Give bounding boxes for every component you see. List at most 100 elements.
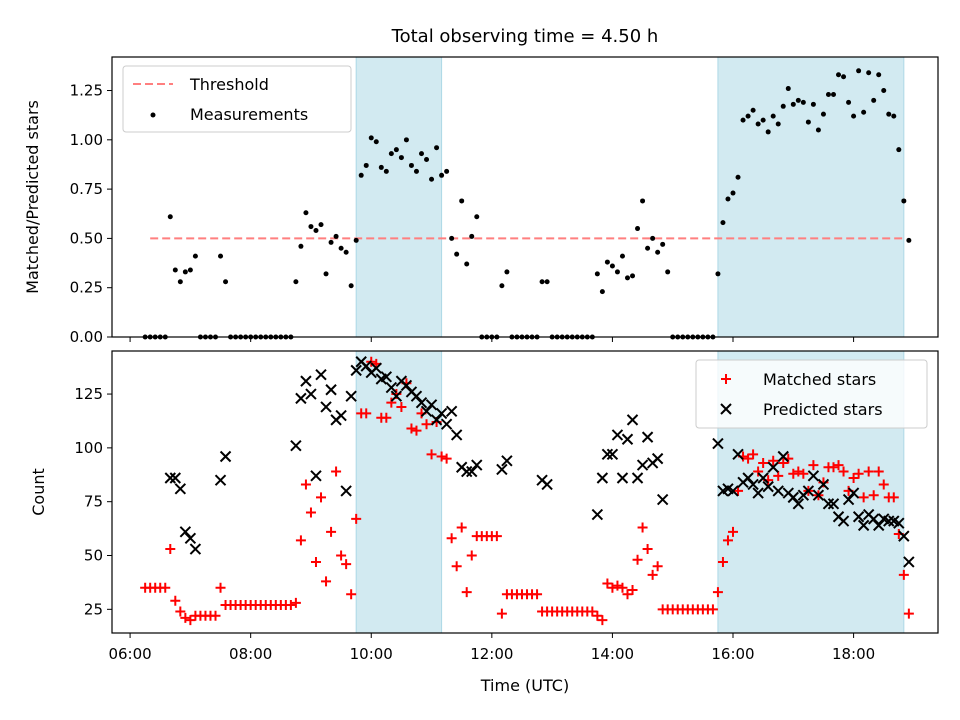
x-tick-label: 08:00 bbox=[229, 645, 272, 663]
matched-point bbox=[798, 468, 809, 479]
matched-point bbox=[808, 460, 819, 471]
predicted-point bbox=[852, 511, 865, 523]
legend-threshold-label: Threshold bbox=[189, 75, 269, 94]
predicted-point bbox=[466, 465, 478, 478]
predicted-point bbox=[601, 448, 614, 461]
matched-point bbox=[331, 466, 342, 477]
measurement-point bbox=[856, 68, 862, 74]
matched-point bbox=[421, 419, 432, 430]
predicted-point bbox=[410, 390, 423, 402]
measurement-point bbox=[408, 162, 414, 168]
predicted-point bbox=[501, 455, 513, 467]
matched-point bbox=[496, 608, 507, 619]
bottom-xlabel: Time (UTC) bbox=[480, 676, 569, 695]
predicted-point bbox=[189, 543, 202, 555]
measurement-point bbox=[398, 155, 404, 161]
measurement-point bbox=[770, 113, 776, 119]
predicted-point bbox=[827, 498, 840, 510]
predicted-point bbox=[169, 472, 182, 484]
measurement-point bbox=[640, 198, 646, 204]
matched-point bbox=[753, 466, 764, 477]
legend-matched-label: Matched stars bbox=[763, 370, 876, 389]
measurement-point bbox=[223, 279, 229, 285]
measurement-point bbox=[308, 224, 314, 230]
measurement-point bbox=[720, 220, 726, 226]
measurement-point bbox=[439, 172, 445, 178]
matched-point bbox=[295, 535, 306, 546]
matched-point bbox=[758, 457, 769, 468]
measurement-point bbox=[891, 113, 897, 119]
matched-point bbox=[788, 468, 799, 479]
measurement-point bbox=[735, 174, 741, 180]
bottom-ylabel: Count bbox=[29, 468, 48, 516]
measurement-point bbox=[323, 271, 329, 277]
measurement-point bbox=[725, 196, 731, 202]
measurement-point bbox=[901, 198, 907, 204]
matched-point bbox=[768, 455, 779, 466]
matched-point bbox=[833, 460, 844, 471]
predicted-point bbox=[893, 517, 905, 529]
predicted-point bbox=[591, 508, 604, 521]
predicted-point bbox=[656, 493, 669, 506]
predicted-point bbox=[777, 450, 789, 463]
legend-matched-swatch bbox=[721, 374, 731, 384]
measurement-point bbox=[815, 127, 821, 133]
x-tick-label: 14:00 bbox=[591, 645, 634, 663]
matched-point bbox=[853, 468, 864, 479]
bottom-legend-box bbox=[695, 359, 928, 429]
measurement-point bbox=[906, 237, 912, 243]
matched-point bbox=[300, 479, 311, 490]
measurement-point bbox=[599, 289, 605, 295]
predicted-point bbox=[732, 448, 744, 461]
matched-point bbox=[888, 492, 899, 503]
predicted-point bbox=[616, 472, 629, 484]
measurement-point bbox=[167, 214, 173, 220]
matched-point bbox=[466, 550, 477, 561]
shaded-interval bbox=[717, 56, 905, 338]
predicted-point bbox=[641, 431, 654, 443]
matched-point bbox=[396, 401, 407, 412]
predicted-point bbox=[184, 532, 197, 544]
measurement-point bbox=[383, 168, 389, 174]
measurement-point bbox=[343, 249, 349, 255]
matched-point bbox=[898, 569, 909, 580]
matched-point bbox=[612, 580, 623, 591]
matched-point bbox=[175, 606, 186, 617]
y-tick-label: 1.25 bbox=[70, 82, 103, 100]
measurement-point bbox=[630, 273, 636, 279]
measurement-point bbox=[800, 99, 806, 105]
measurement-point bbox=[373, 139, 379, 145]
predicted-point bbox=[174, 483, 187, 495]
measurement-point bbox=[363, 162, 369, 168]
predicted-point bbox=[873, 519, 885, 532]
matched-point bbox=[858, 492, 869, 503]
predicted-point bbox=[847, 487, 860, 499]
predicted-point bbox=[757, 472, 769, 484]
measurement-point bbox=[444, 168, 450, 174]
top-legend: Threshold Measurements bbox=[122, 65, 352, 133]
matched-point bbox=[456, 522, 467, 533]
measurement-point bbox=[353, 237, 359, 243]
measurement-point bbox=[469, 233, 475, 239]
legend-matched-marker bbox=[721, 374, 731, 384]
measurement-point bbox=[434, 145, 440, 151]
measurement-point bbox=[403, 137, 409, 143]
matched-point bbox=[617, 582, 628, 593]
legend-measurements-label: Measurements bbox=[190, 105, 308, 124]
matched-points bbox=[140, 356, 914, 626]
predicted-point bbox=[631, 472, 644, 484]
matched-point bbox=[441, 453, 452, 464]
y-tick-label: 25 bbox=[84, 600, 103, 618]
y-tick-label: 50 bbox=[84, 547, 103, 565]
bottom-axes-frame bbox=[111, 350, 939, 634]
predicted-point bbox=[420, 405, 433, 417]
top-y-ticks: 0.00 0.25 0.50 0.75 1.00 1.25 bbox=[70, 82, 112, 346]
matched-point bbox=[712, 587, 723, 598]
predicted-point bbox=[370, 362, 382, 374]
predicted-point bbox=[496, 463, 508, 476]
predicted-point bbox=[903, 556, 915, 568]
measurement-point bbox=[424, 157, 430, 163]
predicted-point bbox=[807, 470, 820, 482]
matched-point bbox=[863, 466, 874, 477]
